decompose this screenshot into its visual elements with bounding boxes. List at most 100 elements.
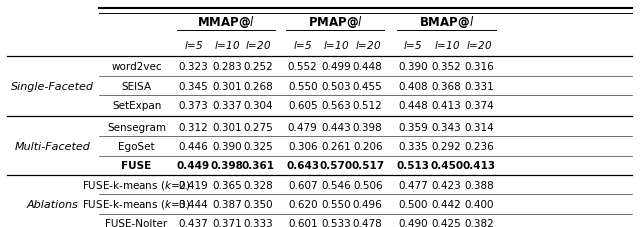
Text: FUSE-NoIter: FUSE-NoIter	[106, 218, 168, 227]
Text: Multi-Faceted: Multi-Faceted	[15, 141, 91, 151]
Text: 0.275: 0.275	[244, 122, 273, 132]
Text: 0.350: 0.350	[244, 199, 273, 209]
Text: 0.517: 0.517	[351, 160, 384, 170]
Text: 0.550: 0.550	[288, 81, 317, 91]
Text: 0.388: 0.388	[465, 180, 494, 190]
Text: 0.306: 0.306	[288, 141, 317, 151]
Text: 0.513: 0.513	[397, 160, 429, 170]
Text: Ablations: Ablations	[27, 199, 79, 209]
Text: FUSE-k-means ($k$=3): FUSE-k-means ($k$=3)	[83, 198, 191, 211]
Text: 0.371: 0.371	[212, 218, 242, 227]
Text: 0.442: 0.442	[432, 199, 461, 209]
Text: 0.490: 0.490	[398, 218, 428, 227]
Text: 0.533: 0.533	[321, 218, 351, 227]
Text: 0.419: 0.419	[179, 180, 209, 190]
Text: 0.374: 0.374	[465, 101, 494, 110]
Text: $l$=20: $l$=20	[245, 39, 271, 51]
Text: 0.390: 0.390	[398, 62, 428, 72]
Text: 0.499: 0.499	[321, 62, 351, 72]
Text: 0.546: 0.546	[321, 180, 351, 190]
Text: 0.365: 0.365	[212, 180, 242, 190]
Text: 0.449: 0.449	[177, 160, 210, 170]
Text: 0.563: 0.563	[321, 101, 351, 110]
Text: 0.552: 0.552	[288, 62, 317, 72]
Text: 0.398: 0.398	[353, 122, 383, 132]
Text: 0.323: 0.323	[179, 62, 209, 72]
Text: 0.413: 0.413	[432, 101, 461, 110]
Text: 0.206: 0.206	[353, 141, 383, 151]
Text: 0.343: 0.343	[432, 122, 461, 132]
Text: 0.503: 0.503	[321, 81, 351, 91]
Text: $l$=10: $l$=10	[214, 39, 240, 51]
Text: 0.601: 0.601	[288, 218, 317, 227]
Text: 0.500: 0.500	[399, 199, 428, 209]
Text: 0.443: 0.443	[321, 122, 351, 132]
Text: 0.387: 0.387	[212, 199, 242, 209]
Text: 0.316: 0.316	[465, 62, 494, 72]
Text: 0.605: 0.605	[288, 101, 317, 110]
Text: 0.390: 0.390	[212, 141, 242, 151]
Text: 0.446: 0.446	[179, 141, 209, 151]
Text: $l$=20: $l$=20	[355, 39, 381, 51]
Text: 0.382: 0.382	[465, 218, 494, 227]
Text: 0.331: 0.331	[465, 81, 494, 91]
Text: 0.283: 0.283	[212, 62, 242, 72]
Text: 0.328: 0.328	[244, 180, 273, 190]
Text: 0.437: 0.437	[179, 218, 209, 227]
Text: 0.512: 0.512	[353, 101, 383, 110]
Text: 0.607: 0.607	[288, 180, 317, 190]
Text: 0.345: 0.345	[179, 81, 209, 91]
Text: $l$=5: $l$=5	[184, 39, 204, 51]
Text: 0.408: 0.408	[398, 81, 428, 91]
Text: MMAP@$l$: MMAP@$l$	[197, 14, 255, 30]
Text: 0.337: 0.337	[212, 101, 242, 110]
Text: PMAP@$l$: PMAP@$l$	[308, 14, 363, 30]
Text: 0.398: 0.398	[211, 160, 243, 170]
Text: 0.333: 0.333	[244, 218, 273, 227]
Text: 0.312: 0.312	[179, 122, 209, 132]
Text: 0.450: 0.450	[430, 160, 463, 170]
Text: SEISA: SEISA	[122, 81, 152, 91]
Text: 0.455: 0.455	[353, 81, 383, 91]
Text: $l$=10: $l$=10	[433, 39, 460, 51]
Text: 0.314: 0.314	[465, 122, 494, 132]
Text: FUSE-k-means ($k$=2): FUSE-k-means ($k$=2)	[83, 178, 191, 191]
Text: EgoSet: EgoSet	[118, 141, 155, 151]
Text: 0.448: 0.448	[353, 62, 383, 72]
Text: $l$=5: $l$=5	[403, 39, 423, 51]
Text: 0.236: 0.236	[465, 141, 494, 151]
Text: SetExpan: SetExpan	[112, 101, 161, 110]
Text: FUSE: FUSE	[122, 160, 152, 170]
Text: 0.448: 0.448	[398, 101, 428, 110]
Text: 0.359: 0.359	[398, 122, 428, 132]
Text: word2vec: word2vec	[111, 62, 162, 72]
Text: $l$=20: $l$=20	[467, 39, 493, 51]
Text: BMAP@$l$: BMAP@$l$	[419, 14, 474, 30]
Text: 0.496: 0.496	[353, 199, 383, 209]
Text: 0.335: 0.335	[398, 141, 428, 151]
Text: 0.506: 0.506	[353, 180, 383, 190]
Text: 0.301: 0.301	[212, 81, 242, 91]
Text: 0.400: 0.400	[465, 199, 494, 209]
Text: Single-Faceted: Single-Faceted	[11, 81, 94, 91]
Text: 0.478: 0.478	[353, 218, 383, 227]
Text: 0.268: 0.268	[244, 81, 273, 91]
Text: 0.620: 0.620	[288, 199, 317, 209]
Text: 0.368: 0.368	[432, 81, 461, 91]
Text: 0.425: 0.425	[432, 218, 461, 227]
Text: 0.477: 0.477	[398, 180, 428, 190]
Text: 0.373: 0.373	[179, 101, 209, 110]
Text: 0.643: 0.643	[286, 160, 319, 170]
Text: $l$=10: $l$=10	[323, 39, 349, 51]
Text: 0.550: 0.550	[321, 199, 351, 209]
Text: 0.301: 0.301	[212, 122, 242, 132]
Text: 0.252: 0.252	[244, 62, 273, 72]
Text: 0.479: 0.479	[288, 122, 317, 132]
Text: 0.444: 0.444	[179, 199, 209, 209]
Text: 0.570: 0.570	[319, 160, 353, 170]
Text: 0.292: 0.292	[432, 141, 461, 151]
Text: 0.304: 0.304	[244, 101, 273, 110]
Text: Sensegram: Sensegram	[107, 122, 166, 132]
Text: 0.361: 0.361	[242, 160, 275, 170]
Text: 0.352: 0.352	[432, 62, 461, 72]
